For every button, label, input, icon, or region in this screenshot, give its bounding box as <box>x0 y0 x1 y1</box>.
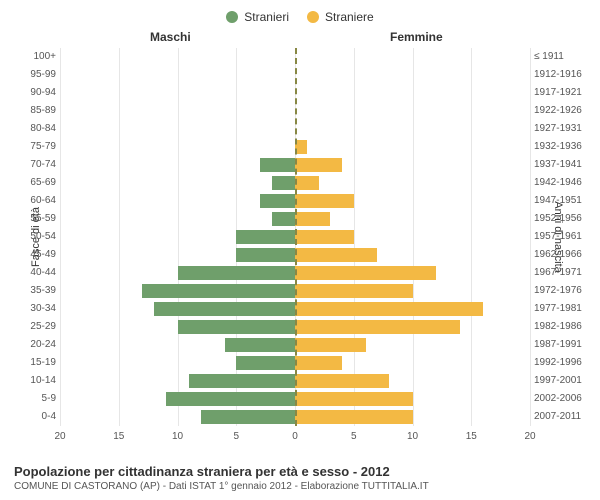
birth-year-label: 1952-1956 <box>534 210 588 228</box>
birth-year-label: 1917-1921 <box>534 84 588 102</box>
age-label: 70-74 <box>18 156 56 174</box>
x-tick-label: 5 <box>351 431 357 442</box>
x-tick-label: 10 <box>172 431 183 442</box>
birth-year-label: 2007-2011 <box>534 408 588 426</box>
birth-year-label: ≤ 1911 <box>534 48 588 66</box>
birth-year-label: 1982-1986 <box>534 318 588 336</box>
birth-year-label: 1932-1936 <box>534 138 588 156</box>
birth-year-label: 1942-1946 <box>534 174 588 192</box>
age-label: 65-69 <box>18 174 56 192</box>
birth-year-label: 1992-1996 <box>534 354 588 372</box>
bar-female <box>295 320 460 334</box>
bar-female <box>295 176 319 190</box>
x-tick-label: 20 <box>54 431 65 442</box>
age-label: 85-89 <box>18 102 56 120</box>
chart-area: Fasce di età Anni di nascita 100+≤ 19119… <box>0 48 600 426</box>
bar-male <box>154 302 295 316</box>
bar-male <box>260 194 295 208</box>
legend-swatch-male <box>226 11 238 23</box>
age-label: 75-79 <box>18 138 56 156</box>
age-label: 90-94 <box>18 84 56 102</box>
bar-female <box>295 194 354 208</box>
legend-item-male: Stranieri <box>226 10 289 24</box>
legend-label-male: Stranieri <box>244 10 289 24</box>
age-label: 30-34 <box>18 300 56 318</box>
bar-female <box>295 392 413 406</box>
x-tick-label: 15 <box>466 431 477 442</box>
age-label: 35-39 <box>18 282 56 300</box>
birth-year-label: 1987-1991 <box>534 336 588 354</box>
bar-male <box>236 248 295 262</box>
age-label: 0-4 <box>18 408 56 426</box>
bar-female <box>295 410 413 424</box>
bar-male <box>272 176 296 190</box>
birth-year-label: 1957-1961 <box>534 228 588 246</box>
age-label: 5-9 <box>18 390 56 408</box>
footer-subtitle: COMUNE DI CASTORANO (AP) - Dati ISTAT 1°… <box>14 481 586 492</box>
birth-year-label: 1967-1971 <box>534 264 588 282</box>
legend-swatch-female <box>307 11 319 23</box>
bar-male <box>260 158 295 172</box>
age-label: 55-59 <box>18 210 56 228</box>
bar-male <box>201 410 295 424</box>
footer-title: Popolazione per cittadinanza straniera p… <box>14 464 586 479</box>
bar-male <box>178 266 296 280</box>
age-label: 20-24 <box>18 336 56 354</box>
bar-female <box>295 374 389 388</box>
bar-male <box>236 230 295 244</box>
age-label: 40-44 <box>18 264 56 282</box>
age-label: 95-99 <box>18 66 56 84</box>
bar-female <box>295 284 413 298</box>
age-label: 80-84 <box>18 120 56 138</box>
bar-male <box>236 356 295 370</box>
birth-year-label: 2002-2006 <box>534 390 588 408</box>
x-tick-label: 10 <box>407 431 418 442</box>
bar-female <box>295 302 483 316</box>
legend-item-female: Straniere <box>307 10 374 24</box>
age-label: 15-19 <box>18 354 56 372</box>
bar-male <box>166 392 295 406</box>
center-line <box>295 48 297 426</box>
legend-label-female: Straniere <box>325 10 374 24</box>
bar-female <box>295 356 342 370</box>
bar-male <box>272 212 296 226</box>
birth-year-label: 1922-1926 <box>534 102 588 120</box>
age-label: 25-29 <box>18 318 56 336</box>
header-female: Femmine <box>390 30 443 44</box>
bar-female <box>295 212 330 226</box>
birth-year-label: 1927-1931 <box>534 120 588 138</box>
birth-year-label: 1977-1981 <box>534 300 588 318</box>
age-label: 50-54 <box>18 228 56 246</box>
bar-male <box>225 338 296 352</box>
legend: Stranieri Straniere <box>0 10 600 24</box>
column-headers: Maschi Femmine <box>0 30 600 48</box>
age-label: 60-64 <box>18 192 56 210</box>
age-label: 10-14 <box>18 372 56 390</box>
age-label: 45-49 <box>18 246 56 264</box>
bar-female <box>295 230 354 244</box>
bar-female <box>295 248 377 262</box>
x-tick-label: 15 <box>113 431 124 442</box>
birth-year-label: 1972-1976 <box>534 282 588 300</box>
bar-female <box>295 266 436 280</box>
bar-female <box>295 158 342 172</box>
chart-container: Stranieri Straniere Maschi Femmine Fasce… <box>0 0 600 500</box>
x-tick-label: 5 <box>233 431 239 442</box>
header-male: Maschi <box>150 30 191 44</box>
birth-year-label: 1937-1941 <box>534 156 588 174</box>
bar-male <box>189 374 295 388</box>
footer: Popolazione per cittadinanza straniera p… <box>14 464 586 492</box>
birth-year-label: 1997-2001 <box>534 372 588 390</box>
bar-male <box>178 320 296 334</box>
age-label: 100+ <box>18 48 56 66</box>
birth-year-label: 1947-1951 <box>534 192 588 210</box>
x-tick-label: 20 <box>524 431 535 442</box>
birth-year-label: 1962-1966 <box>534 246 588 264</box>
birth-year-label: 1912-1916 <box>534 66 588 84</box>
plot-area: 100+≤ 191195-991912-191690-941917-192185… <box>60 48 530 426</box>
x-tick-label: 0 <box>292 431 298 442</box>
bar-male <box>142 284 295 298</box>
bar-female <box>295 338 366 352</box>
grid-line <box>530 48 531 426</box>
